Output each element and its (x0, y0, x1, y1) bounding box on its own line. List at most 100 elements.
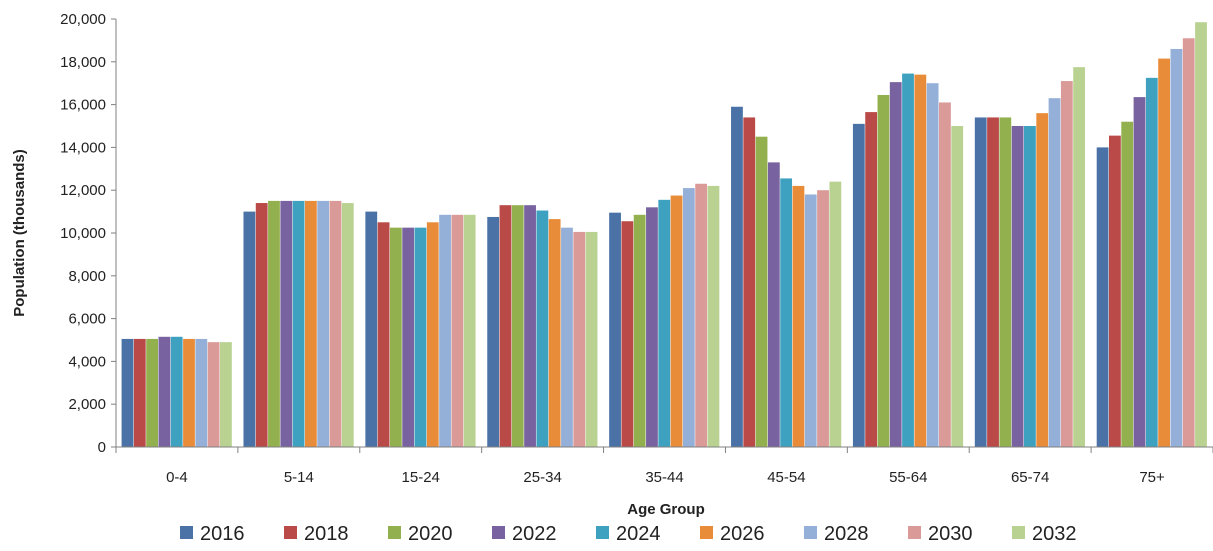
bar-5-14-2020 (268, 200, 280, 447)
bar-65-74-2020 (999, 117, 1012, 447)
bar-75+-2032 (1195, 22, 1207, 448)
bar-55-64-2018 (865, 112, 878, 447)
bar-75+-2022 (1133, 97, 1146, 448)
x-tick-label: 35-44 (645, 469, 683, 486)
bar-35-44-2026 (670, 195, 683, 447)
bar-55-64-2024 (902, 73, 914, 447)
bar-65-74-2018 (987, 117, 999, 447)
x-tick-label: 55-64 (889, 469, 927, 486)
bar-15-24-2026 (426, 222, 439, 447)
bar-45-54-2022 (767, 162, 780, 447)
bar-0-4-2028 (195, 338, 208, 447)
bar-65-74-2016 (974, 117, 987, 447)
bar-55-64-2026 (914, 74, 927, 447)
x-axis-ticks: 0-4 5-14 15-24 25-34 35-44 45-54 55-64 65-74 75+ (115, 447, 1213, 486)
bar-75+-2020 (1121, 121, 1134, 447)
bar-45-54-2020 (755, 136, 768, 447)
bar-35-44-2024 (658, 199, 671, 447)
bar-25-34-2024 (536, 210, 549, 447)
y-tick-label: 18,000 (60, 54, 106, 71)
bar-65-74-2028 (1048, 98, 1061, 448)
bar-45-54-2026 (792, 185, 805, 448)
bar-15-24-2030 (451, 214, 464, 447)
bar-35-44-2022 (646, 207, 658, 447)
bar-75+-2026 (1158, 58, 1171, 448)
bar-25-34-2018 (499, 205, 512, 447)
legend-swatch-2032 (1012, 526, 1025, 539)
bar-15-24-2016 (365, 211, 378, 447)
bar-5-14-2016 (243, 211, 256, 447)
y-tick-label: 10,000 (60, 225, 106, 242)
bar-0-4-2018 (133, 338, 146, 447)
bar-55-64-2016 (852, 123, 865, 448)
y-tick-label: 20,000 (60, 11, 106, 28)
bar-15-24-2018 (377, 222, 390, 447)
legend-label-2020: 2020 (408, 523, 453, 545)
bar-55-64-2022 (889, 82, 902, 447)
bar-5-14-2026 (304, 200, 317, 447)
bar-35-44-2032 (707, 185, 720, 448)
y-tick-label: 16,000 (60, 97, 106, 114)
bar-25-34-2022 (524, 205, 536, 447)
bar-35-44-2020 (633, 214, 646, 447)
bar-5-14-2032 (341, 203, 354, 447)
y-tick-label: 2,000 (68, 396, 106, 413)
bar-35-44-2028 (682, 188, 695, 447)
legend-label-2016: 2016 (200, 523, 245, 545)
bar-55-64-2030 (939, 102, 951, 448)
bar-5-14-2028 (317, 200, 330, 447)
bar-25-34-2030 (573, 231, 586, 447)
legend: 2016 2018 2020 2022 2024 2026 2028 2030 2032 (180, 523, 1077, 545)
bar-5-14-2022 (280, 200, 293, 447)
bar-0-4-2020 (146, 338, 158, 447)
bar-15-24-2020 (389, 227, 402, 447)
bar-75+-2018 (1109, 135, 1121, 447)
bar-25-34-2016 (487, 216, 500, 447)
bar-45-54-2030 (817, 190, 829, 447)
bar-5-14-2030 (329, 200, 342, 447)
bar-25-34-2026 (548, 219, 561, 447)
bar-45-54-2024 (780, 178, 793, 447)
legend-swatch-2028 (804, 526, 817, 539)
bar-25-34-2028 (561, 227, 573, 447)
y-tick-label: 4,000 (68, 353, 106, 370)
x-tick-label: 45-54 (767, 469, 805, 486)
bar-15-24-2032 (463, 214, 476, 447)
bar-75+-2024 (1145, 77, 1158, 447)
x-tick-label: 5-14 (284, 469, 314, 486)
bar-55-64-2032 (951, 126, 964, 447)
bar-25-34-2032 (585, 231, 598, 447)
bar-15-24-2024 (414, 227, 427, 447)
bar-0-4-2032 (219, 342, 232, 447)
bar-15-24-2022 (402, 227, 415, 447)
bar-5-14-2024 (292, 200, 305, 447)
bar-65-74-2024 (1024, 126, 1036, 447)
y-tick-label: 6,000 (68, 311, 106, 328)
x-tick-label: 75+ (1139, 469, 1165, 486)
bar-45-54-2018 (743, 117, 756, 447)
bar-15-24-2028 (439, 214, 451, 447)
x-tick-label: 15-24 (402, 469, 440, 486)
legend-label-2028: 2028 (824, 523, 869, 545)
bar-0-4-2030 (207, 342, 220, 447)
legend-label-2030: 2030 (928, 523, 973, 545)
bar-35-44-2018 (621, 221, 634, 447)
bar-55-64-2028 (926, 83, 939, 447)
legend-label-2032: 2032 (1032, 523, 1077, 545)
bar-45-54-2032 (829, 181, 842, 447)
bar-75+-2016 (1096, 147, 1109, 447)
bar-65-74-2032 (1073, 67, 1086, 448)
bar-65-74-2026 (1036, 113, 1049, 447)
y-tick-label: 12,000 (60, 182, 106, 199)
legend-swatch-2024 (596, 526, 609, 539)
bars (121, 22, 1207, 448)
legend-label-2026: 2026 (720, 523, 765, 545)
legend-swatch-2022 (492, 526, 505, 539)
legend-swatch-2018 (284, 526, 297, 539)
y-axis-title: Population (thousands) (11, 149, 28, 316)
bar-65-74-2030 (1060, 81, 1073, 447)
bar-0-4-2022 (158, 336, 171, 447)
y-tick-label: 14,000 (60, 139, 106, 156)
legend-label-2022: 2022 (512, 523, 557, 545)
